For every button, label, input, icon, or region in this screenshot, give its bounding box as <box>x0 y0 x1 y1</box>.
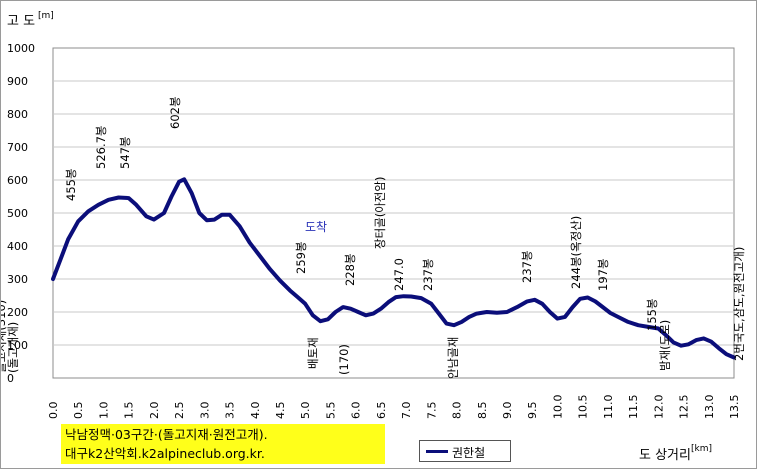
x-tick-label: 4.0 <box>249 402 262 420</box>
x-tick-label: 13.0 <box>703 395 716 420</box>
y-tick-label: 700 <box>7 141 28 154</box>
peak-annotation: 237봉 <box>421 258 435 291</box>
x-tick-label: 12.0 <box>652 395 665 420</box>
x-tick-label: 2.5 <box>173 402 186 420</box>
peak-annotation: 547봉 <box>118 136 132 169</box>
x-tick-label: 8.0 <box>451 402 464 420</box>
peak-annotation: 455봉 <box>64 168 78 201</box>
x-tick-label: 2.0 <box>148 402 161 420</box>
y-tick-label: 200 <box>7 306 28 319</box>
y-tick-label: 500 <box>7 207 28 220</box>
peak-annotation: (170) <box>337 344 351 375</box>
x-tick-label: 10.0 <box>551 395 564 420</box>
peak-annotation: 2번국도,삼도,원전고개) <box>732 247 746 361</box>
x-tick-label: 5.0 <box>299 402 312 420</box>
peak-annotation: 526.7봉 <box>94 125 108 169</box>
peak-annotation: 237봉 <box>520 250 534 283</box>
peak-annotation: 247.0 <box>392 258 406 291</box>
legend: 권한철 <box>419 440 511 462</box>
peak-annotation: 602봉 <box>168 96 182 129</box>
peak-annotation: 장터골(아전암) <box>373 177 387 249</box>
peak-annotation: 배토재 <box>306 337 320 369</box>
y-axis-title: 고 도 <box>7 14 35 29</box>
credit-line-1: 낙남정맥·03구간·(돌고지재·원전고개). <box>65 427 268 442</box>
peak-annotation: 안남골재 <box>446 337 460 379</box>
x-axis-title-text: 도 상거리 <box>639 448 691 463</box>
x-tick-label: 0.5 <box>72 402 85 420</box>
legend-label: 권한철 <box>452 446 486 460</box>
x-tick-label: 5.5 <box>324 402 337 420</box>
x-tick-label: 10.5 <box>577 395 590 420</box>
peak-annotation: 228봉 <box>343 253 357 286</box>
x-tick-label: 9.0 <box>501 402 514 420</box>
y-axis-unit: [m] <box>38 11 54 21</box>
x-tick-label: 1.5 <box>123 402 136 420</box>
x-tick-label: 6.0 <box>350 402 363 420</box>
x-tick-label: 11.0 <box>602 395 615 420</box>
x-tick-label: 7.5 <box>425 402 438 420</box>
x-tick-label: 4.5 <box>274 402 287 420</box>
peak-annotation: 197봉 <box>596 258 610 291</box>
y-tick-label: 100 <box>7 339 28 352</box>
y-tick-label: 0 <box>7 372 14 385</box>
y-tick-label: 300 <box>7 273 28 286</box>
x-tick-label: 3.5 <box>224 402 237 420</box>
x-tick-label: 12.5 <box>678 395 691 420</box>
x-tick-label: 1.0 <box>97 402 110 420</box>
peak-annotation: 밤재(도로) <box>658 320 672 371</box>
x-axis-unit: [km] <box>690 444 712 454</box>
peak-annotation: 155봉 <box>645 298 659 331</box>
elevation-line <box>51 177 736 360</box>
y-tick-label: 1000 <box>7 42 35 55</box>
x-axis-title: 도 상거리[km] <box>639 444 712 463</box>
legend-swatch <box>426 450 448 453</box>
x-tick-label: 0.0 <box>47 402 60 420</box>
x-tick-label: 8.5 <box>476 402 489 420</box>
credit-box: 낙남정맥·03구간·(돌고지재·원전고개). 대구k2산악회.k2alpinec… <box>61 424 385 464</box>
x-tick-label: 13.5 <box>728 395 741 420</box>
y-tick-label: 400 <box>7 240 28 253</box>
x-tick-label: 7.0 <box>400 402 413 420</box>
peak-annotation: 244봉(옥정산) <box>569 216 583 289</box>
peak-annotation: (돌고개재) <box>6 322 20 373</box>
x-tick-label: 3.0 <box>198 402 211 420</box>
y-tick-label: 900 <box>7 75 28 88</box>
peak-annotation: 돌고지재(310) <box>1 300 8 373</box>
y-tick-label: 800 <box>7 108 28 121</box>
arrival-label: 도착 <box>305 220 327 234</box>
x-tick-label: 6.5 <box>375 402 388 420</box>
credit-line-2: 대구k2산악회.k2alpineclub.org.kr. <box>65 446 265 461</box>
peak-annotation: 259봉 <box>294 241 308 274</box>
x-tick-label: 11.5 <box>627 395 640 420</box>
x-tick-label: 9.5 <box>526 402 539 420</box>
y-tick-label: 600 <box>7 174 28 187</box>
